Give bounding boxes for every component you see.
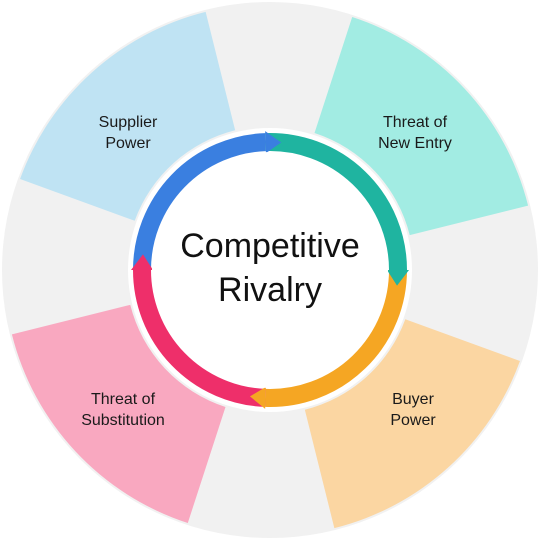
ring-arrowhead-orange: [387, 270, 409, 286]
segment-threat-of-new-entry: [314, 17, 529, 236]
center-title-line-2: Rivalry: [218, 271, 322, 309]
center-circle: [152, 152, 388, 388]
ring-arrowhead-teal: [265, 131, 282, 154]
threat-of-substitution-label-line-2: Substitution: [81, 412, 165, 429]
ring-arc-orange: [265, 269, 407, 407]
ring-arc-teal: [265, 133, 407, 271]
buyer-power-label-line-1: Buyer: [392, 391, 434, 408]
ring-arc-pink: [133, 269, 266, 407]
supplier-power-label-line-2: Power: [105, 135, 151, 152]
supplier-power-label-line-1: Supplier: [99, 114, 158, 131]
segment-buyer-power: [304, 319, 520, 529]
threat-of-substitution-label-line-1: Threat of: [91, 391, 156, 408]
segment-threat-of-substitution: [11, 304, 226, 523]
ring-arrowhead-blue: [131, 254, 153, 270]
ring-arrowhead-pink: [249, 386, 266, 409]
threat-of-new-entry-label-line-1: Threat of: [383, 114, 448, 131]
center-title-line-1: Competitive: [180, 227, 360, 265]
buyer-power-label-line-2: Power: [390, 412, 436, 429]
segment-supplier-power: [20, 11, 236, 221]
ring-arc-blue: [133, 133, 266, 271]
threat-of-new-entry-label-line-2: New Entry: [378, 135, 452, 152]
